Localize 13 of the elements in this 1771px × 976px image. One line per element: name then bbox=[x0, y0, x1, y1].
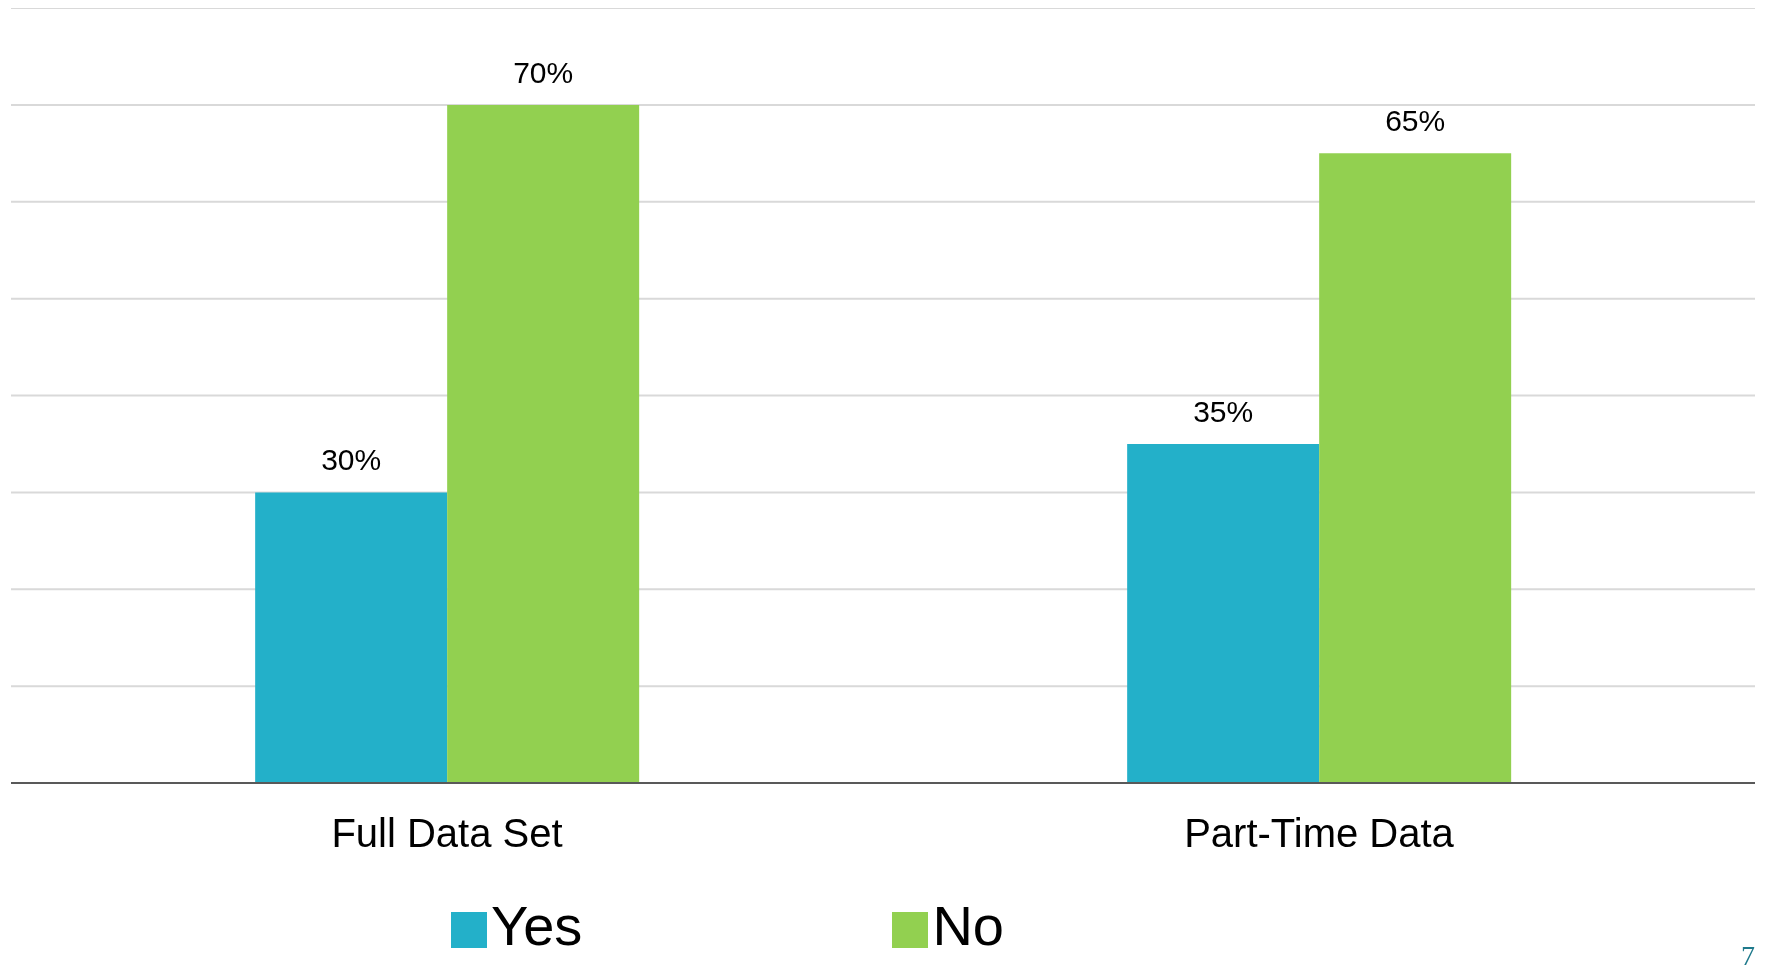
bar bbox=[255, 492, 448, 783]
data-label: 30% bbox=[321, 443, 382, 477]
bar bbox=[447, 104, 640, 783]
x-tick-label: Part-Time Data bbox=[1184, 811, 1455, 856]
text: 7 bbox=[1741, 940, 1755, 972]
legend-label: Yes bbox=[491, 894, 583, 957]
data-label: 35% bbox=[1193, 394, 1254, 428]
legend-label: No bbox=[932, 894, 1004, 957]
data-label: 70% bbox=[513, 55, 574, 89]
data-label: 65% bbox=[1385, 104, 1446, 138]
x-tick-label: Full Data Set bbox=[331, 811, 563, 856]
bar bbox=[1319, 153, 1512, 783]
bar bbox=[1127, 443, 1320, 783]
